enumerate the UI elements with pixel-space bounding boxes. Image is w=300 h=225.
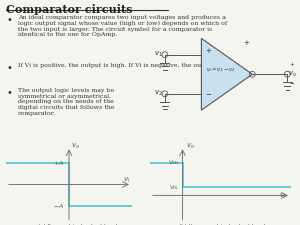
Text: −: − [290,80,294,85]
Text: If Vi is positive, the output is high. If Vi is negative, the output is low: If Vi is positive, the output is high. I… [18,63,234,68]
Text: $+A$: $+A$ [53,159,64,167]
Text: $v_o$: $v_o$ [186,142,195,151]
Text: The output logic levels may be
symmetrical or asymmetrical,
depending on the nee: The output logic levels may be symmetric… [18,88,115,116]
Text: $v_1$: $v_1$ [154,50,163,59]
Text: $v_o$: $v_o$ [71,142,80,151]
Text: •: • [6,63,12,73]
Text: −: − [205,92,211,98]
Text: $v_o$: $v_o$ [288,70,296,79]
Text: (a) Symmetrical output levels: (a) Symmetrical output levels [38,224,120,225]
Text: •: • [6,15,12,25]
Text: $V_{OH}$: $V_{OH}$ [168,158,179,167]
Text: $v_i$: $v_i$ [123,176,130,185]
Text: $-A$: $-A$ [53,202,64,210]
Text: Comparator circuits: Comparator circuits [6,4,133,15]
Text: (b) Unsymmetrical output levels: (b) Unsymmetrical output levels [179,224,268,225]
Polygon shape [201,38,252,110]
Text: •: • [6,88,12,98]
Text: +: + [205,48,211,54]
Text: +: + [290,62,294,67]
Text: $v_i = v_1 - v_2$: $v_i = v_1 - v_2$ [206,66,236,74]
Text: An ideal comparator compares two input voltages and produces a
logic output sign: An ideal comparator compares two input v… [18,15,227,37]
Text: $v_i$: $v_i$ [280,192,287,201]
Text: $v_2$: $v_2$ [154,89,163,98]
Text: +: + [243,40,249,46]
Text: $V_{OL}$: $V_{OL}$ [169,183,179,192]
